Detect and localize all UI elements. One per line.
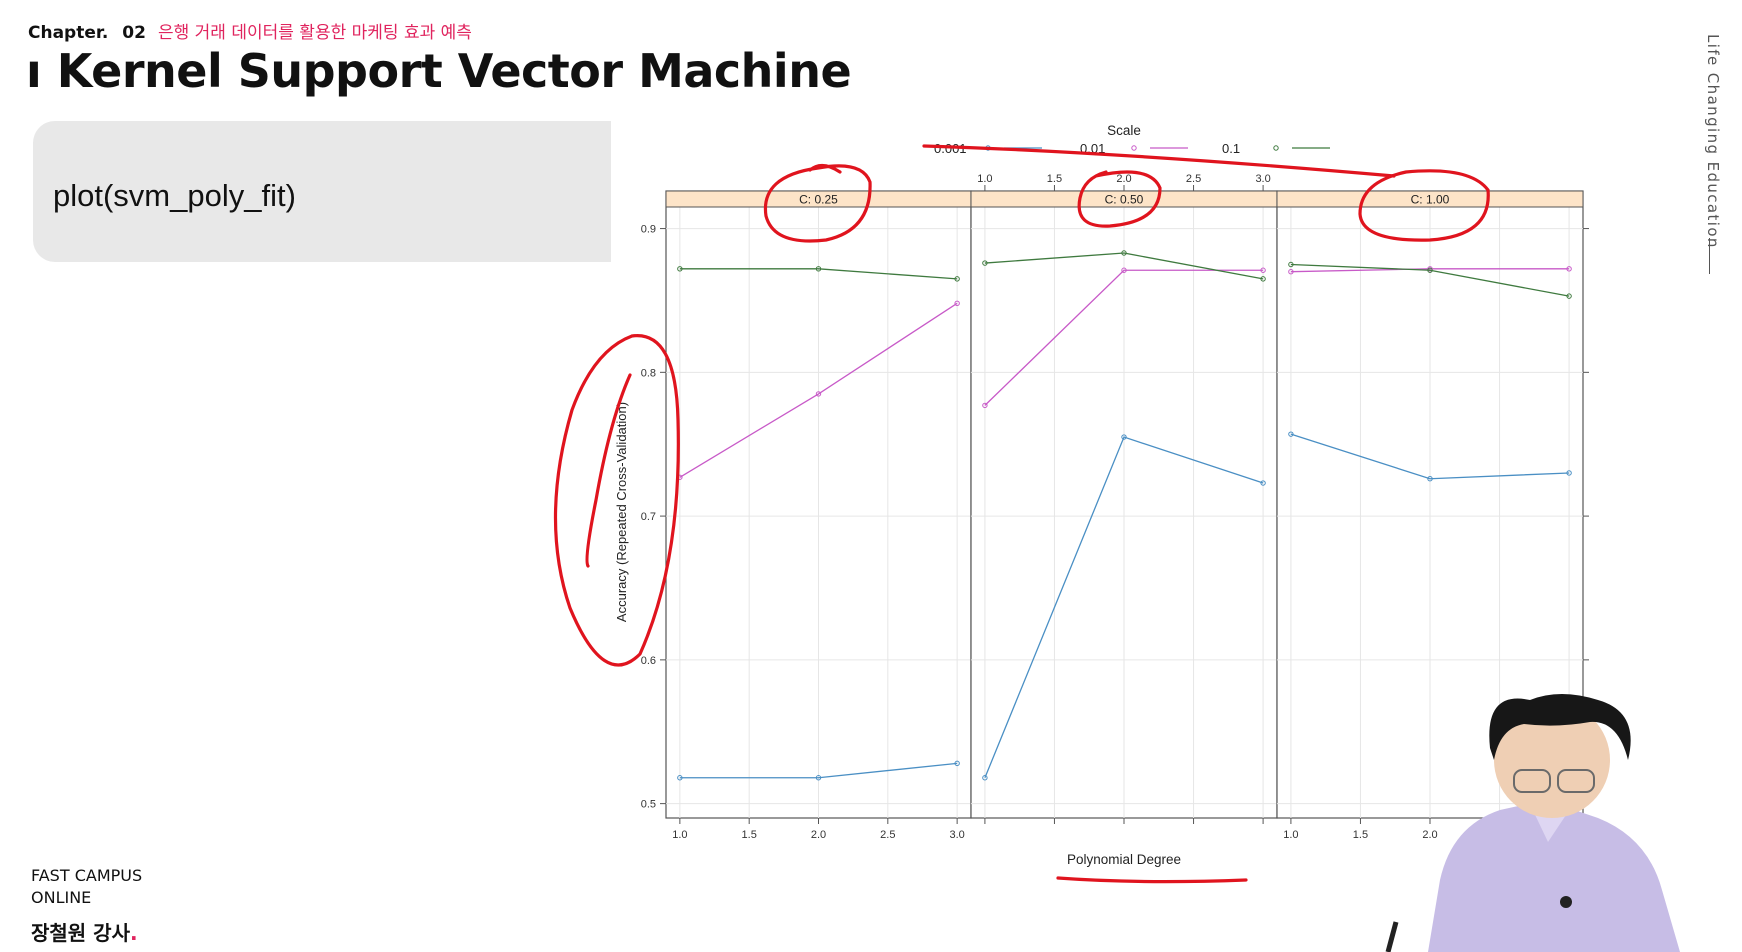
code-text: plot(svm_poly_fit) — [53, 178, 296, 213]
annotation-underline-xlabel — [1056, 876, 1248, 884]
series-line — [984, 436, 1264, 778]
data-point — [1288, 261, 1294, 268]
annotation-underline-legend — [922, 144, 1396, 178]
series-line — [679, 268, 958, 280]
legend-label: 0.001 — [934, 141, 967, 156]
data-point — [677, 266, 683, 272]
data-point — [954, 276, 960, 282]
panel-strip — [1276, 190, 1584, 208]
panel-label: C: 0.25 — [799, 193, 838, 207]
data-point — [1121, 250, 1127, 256]
annotation-circle-c100 — [1358, 169, 1490, 242]
x-tick-label: 2.5 — [880, 829, 895, 841]
annotation-circle-ylabel — [553, 334, 680, 667]
x-tick-label: 1.5 — [1353, 829, 1368, 841]
y-tick-label: 0.5 — [641, 799, 656, 811]
chapter-title: 은행 거래 데이터를 활용한 마케팅 효과 예측 — [157, 23, 472, 43]
x-tick-label: 1.5 — [742, 829, 757, 841]
legend-label: 0.1 — [1222, 141, 1240, 156]
code-box — [33, 121, 611, 262]
data-point — [677, 775, 683, 781]
series-line — [1290, 263, 1570, 297]
series-line — [1290, 268, 1570, 273]
data-point — [1427, 267, 1433, 273]
data-point — [815, 391, 822, 397]
series-line — [1290, 433, 1570, 480]
data-point — [1260, 267, 1266, 273]
x-tick-label: 1.0 — [977, 173, 992, 185]
series-line — [679, 302, 958, 478]
x-tick-label: 1.0 — [672, 829, 687, 841]
presenter-glasses-right — [1557, 769, 1595, 793]
series-line — [679, 762, 958, 779]
presenter-glasses-left — [1513, 769, 1551, 793]
data-point — [1566, 266, 1572, 272]
data-point — [1260, 276, 1266, 282]
chapter-number: 02 — [122, 23, 146, 43]
x-tick-label: 2.0 — [1116, 173, 1131, 185]
x-tick-label: 3.0 — [1255, 173, 1270, 185]
annotation-stroke-ylabel — [585, 373, 632, 568]
lecturer-dot: . — [129, 921, 138, 945]
data-point — [1121, 267, 1127, 273]
data-point — [1288, 268, 1294, 275]
data-point — [1427, 476, 1433, 482]
data-point — [1566, 470, 1572, 476]
y-tick-label: 0.9 — [641, 224, 656, 236]
lecturer-text: 장철원 강사 — [31, 921, 130, 945]
presenter-shirt — [1428, 800, 1680, 952]
y-tick-label: 0.6 — [641, 655, 656, 667]
side-divider — [1709, 238, 1710, 274]
chapter-label: Chapter. — [28, 23, 109, 43]
data-point — [982, 402, 988, 409]
brand-line-1: FAST CAMPUS — [31, 866, 143, 885]
y-tick-label: 0.7 — [641, 511, 656, 523]
data-point — [815, 775, 822, 781]
data-point — [954, 760, 960, 767]
data-point — [1260, 480, 1266, 486]
x-tick-label: 1.5 — [1047, 173, 1062, 185]
x-axis-label: Polynomial Degree — [1067, 852, 1181, 867]
data-point — [1288, 431, 1294, 437]
x-tick-label: 2.0 — [1422, 829, 1437, 841]
x-tick-label: 2.5 — [1186, 173, 1201, 185]
series-line — [984, 252, 1264, 280]
chapter-heading: Chapter. 02 은행 거래 데이터를 활용한 마케팅 효과 예측 — [28, 18, 472, 43]
side-tagline: Life Changing Education — [1704, 34, 1722, 249]
data-point — [1121, 434, 1127, 440]
presenter-pen — [1385, 921, 1399, 952]
presenter-microphone — [1560, 896, 1572, 908]
presenter-face — [1494, 702, 1610, 818]
legend-point — [1273, 145, 1279, 151]
panel-label: C: 0.50 — [1105, 193, 1144, 207]
lecturer-name: 장철원 강사. — [31, 917, 138, 946]
legend-title: Scale — [1107, 123, 1141, 138]
legend-point — [1131, 145, 1137, 151]
x-tick-label: 1.0 — [1283, 829, 1298, 841]
data-point — [982, 260, 988, 266]
data-point — [815, 266, 822, 272]
y-tick-label: 0.8 — [641, 367, 656, 379]
data-point — [982, 775, 988, 781]
brand-line-2: ONLINE — [31, 888, 92, 907]
x-tick-label: 3.0 — [949, 829, 964, 841]
slide-title: ı Kernel Support Vector Machine — [26, 44, 852, 98]
y-axis-label: Accuracy (Repeated Cross-Validation) — [614, 402, 629, 622]
annotation-circle-c025 — [763, 163, 872, 243]
data-point — [954, 300, 960, 307]
annotation-circle-c050 — [1077, 170, 1162, 228]
presenter-hair — [1489, 694, 1631, 760]
panel-label: C: 1.00 — [1411, 193, 1450, 207]
x-tick-label: 2.0 — [811, 829, 826, 841]
data-point — [1566, 293, 1572, 299]
